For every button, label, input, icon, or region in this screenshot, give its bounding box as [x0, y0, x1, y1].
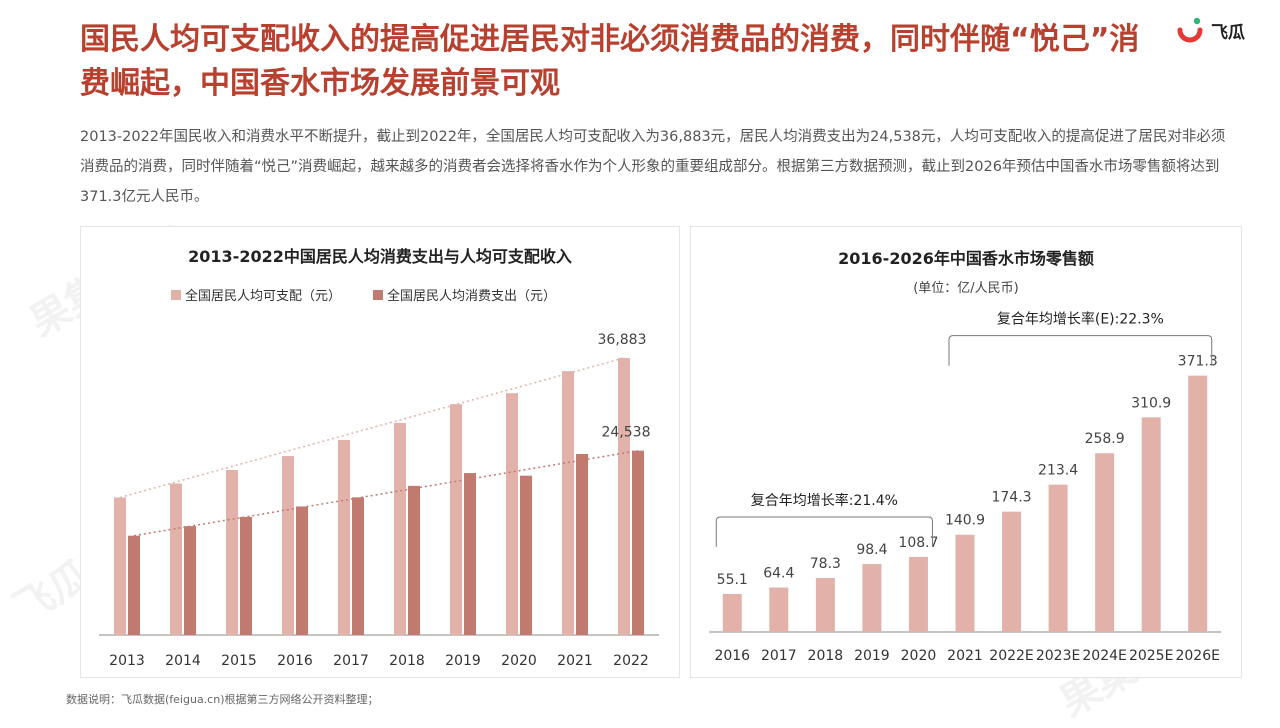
cagr-bracket	[715, 516, 933, 547]
bar-retail	[769, 587, 789, 632]
trend-line	[119, 357, 625, 499]
perfume-chart-panel: 2016-2026年中国香水市场零售额 (单位：亿/人民币) 55.1 2016 6…	[690, 226, 1242, 678]
value-label: 174.3	[991, 490, 1031, 506]
value-label: 371.3	[1178, 354, 1218, 370]
value-label: 64.4	[763, 566, 794, 582]
income-chart-panel: 2013-2022中国居民人均消费支出与人均可支配收入 全国居民人均可支配（元）…	[80, 226, 680, 678]
data-label: 24,538	[602, 425, 651, 441]
chart-title: 2013-2022中国居民人均消费支出与人均可支配收入	[188, 247, 572, 266]
bar-retail	[1002, 511, 1022, 632]
footnote: 数据说明：飞瓜数据(feigua.cn)根据第三方网络公开资料整理；	[66, 693, 379, 706]
bar-retail	[722, 593, 742, 632]
bar-retail	[862, 564, 882, 632]
chart-unit: (单位：亿/人民币)	[913, 281, 1019, 296]
value-label: 213.4	[1038, 463, 1078, 479]
bar-income	[618, 357, 630, 635]
x-tick-label: 2013	[109, 653, 145, 669]
value-label: 78.3	[810, 556, 841, 572]
bar-spending	[632, 450, 644, 635]
legend-swatch-dark	[373, 289, 384, 300]
x-tick-label: 2021	[947, 648, 983, 664]
value-label: 108.7	[898, 535, 938, 551]
x-tick-label: 2020	[501, 653, 537, 669]
bar-spending	[408, 485, 420, 635]
x-tick-label: 2018	[808, 648, 844, 664]
description: 2013-2022年国民收入和消费水平不断提升，截止到2022年，全国居民人均可…	[80, 129, 1226, 205]
bar-retail	[815, 577, 835, 632]
income-bar-chart: 2013 2014 2015 2016 2017 2018 2019 2020 2021 2022…	[99, 332, 659, 669]
x-tick-label: 2022	[613, 653, 649, 669]
trend-line	[133, 449, 639, 537]
bar-income	[226, 470, 238, 635]
page-title: 国民人均可支配收入的提高促进居民对非必须消费品的消费，同时伴随“悦己”消费崛起，…	[80, 22, 1140, 101]
bar-retail	[1141, 417, 1161, 632]
bar-spending	[464, 473, 476, 635]
x-tick-label: 2014	[165, 653, 201, 669]
legend-label: 全国居民人均消费支出（元）	[387, 289, 557, 304]
x-tick-label: 2023E	[1036, 648, 1080, 664]
bar-spending	[296, 506, 308, 635]
bar-income	[170, 483, 182, 635]
bar-spending	[352, 497, 364, 635]
x-tick-label: 2019	[854, 648, 890, 664]
value-label: 140.9	[945, 513, 985, 529]
chart-legend: 全国居民人均可支配（元） 全国居民人均消费支出（元）	[171, 285, 556, 304]
x-tick-label: 2018	[389, 653, 425, 669]
data-label: 36,883	[598, 332, 647, 348]
bar-retail	[955, 534, 975, 632]
legend-swatch-light	[171, 289, 181, 300]
bar-income	[506, 393, 518, 635]
bar-spending	[184, 526, 196, 635]
bar-spending	[128, 535, 140, 635]
bar-retail	[908, 556, 928, 632]
value-label: 55.1	[717, 572, 748, 588]
bar-income	[282, 456, 294, 635]
bar-retail	[1048, 484, 1068, 632]
x-tick-label: 2025E	[1129, 648, 1173, 664]
value-label: 98.4	[856, 542, 887, 558]
legend-label: 全国居民人均可支配（元）	[185, 289, 342, 304]
cagr-label: 复合年均增长率(E):22.3%	[997, 311, 1164, 328]
brand-logo: 飞瓜	[1175, 14, 1245, 46]
bar-income	[450, 404, 462, 635]
x-tick-label: 2016	[277, 653, 313, 669]
x-tick-label: 2019	[445, 653, 481, 669]
x-tick-label: 2017	[761, 648, 797, 664]
legend-item: 全国居民人均可支配（元）	[171, 285, 341, 304]
perfume-bar-chart: 55.1 2016 64.4 2017 78.3 2018 98.4 2019 108.7 202…	[709, 311, 1221, 664]
x-tick-label: 2020	[901, 648, 937, 664]
bar-retail	[1095, 453, 1115, 632]
legend-item: 全国居民人均消费支出（元）	[373, 285, 556, 304]
cagr-label: 复合年均增长率:21.4%	[751, 492, 898, 509]
bar-income	[114, 497, 126, 635]
x-tick-label: 2017	[333, 653, 369, 669]
x-tick-label: 2026E	[1175, 648, 1219, 664]
bar-spending	[520, 475, 532, 635]
bar-retail	[1188, 375, 1208, 632]
value-label: 258.9	[1085, 431, 1125, 447]
bar-spending	[576, 453, 588, 635]
x-tick-label: 2021	[557, 653, 593, 669]
x-tick-label: 2016	[714, 648, 750, 664]
x-tick-label: 2015	[221, 653, 257, 669]
bar-income	[562, 371, 574, 635]
x-tick-label: 2022E	[989, 648, 1033, 664]
x-tick-label: 2024E	[1082, 648, 1126, 664]
logo-icon	[1177, 17, 1203, 43]
bar-income	[338, 439, 350, 635]
cagr-bracket	[948, 335, 1213, 366]
bar-income	[394, 422, 406, 635]
value-label: 310.9	[1131, 395, 1171, 411]
bar-spending	[240, 516, 252, 635]
logo-text: 飞瓜	[1211, 22, 1245, 43]
chart-title: 2016-2026年中国香水市场零售额	[838, 249, 1094, 268]
